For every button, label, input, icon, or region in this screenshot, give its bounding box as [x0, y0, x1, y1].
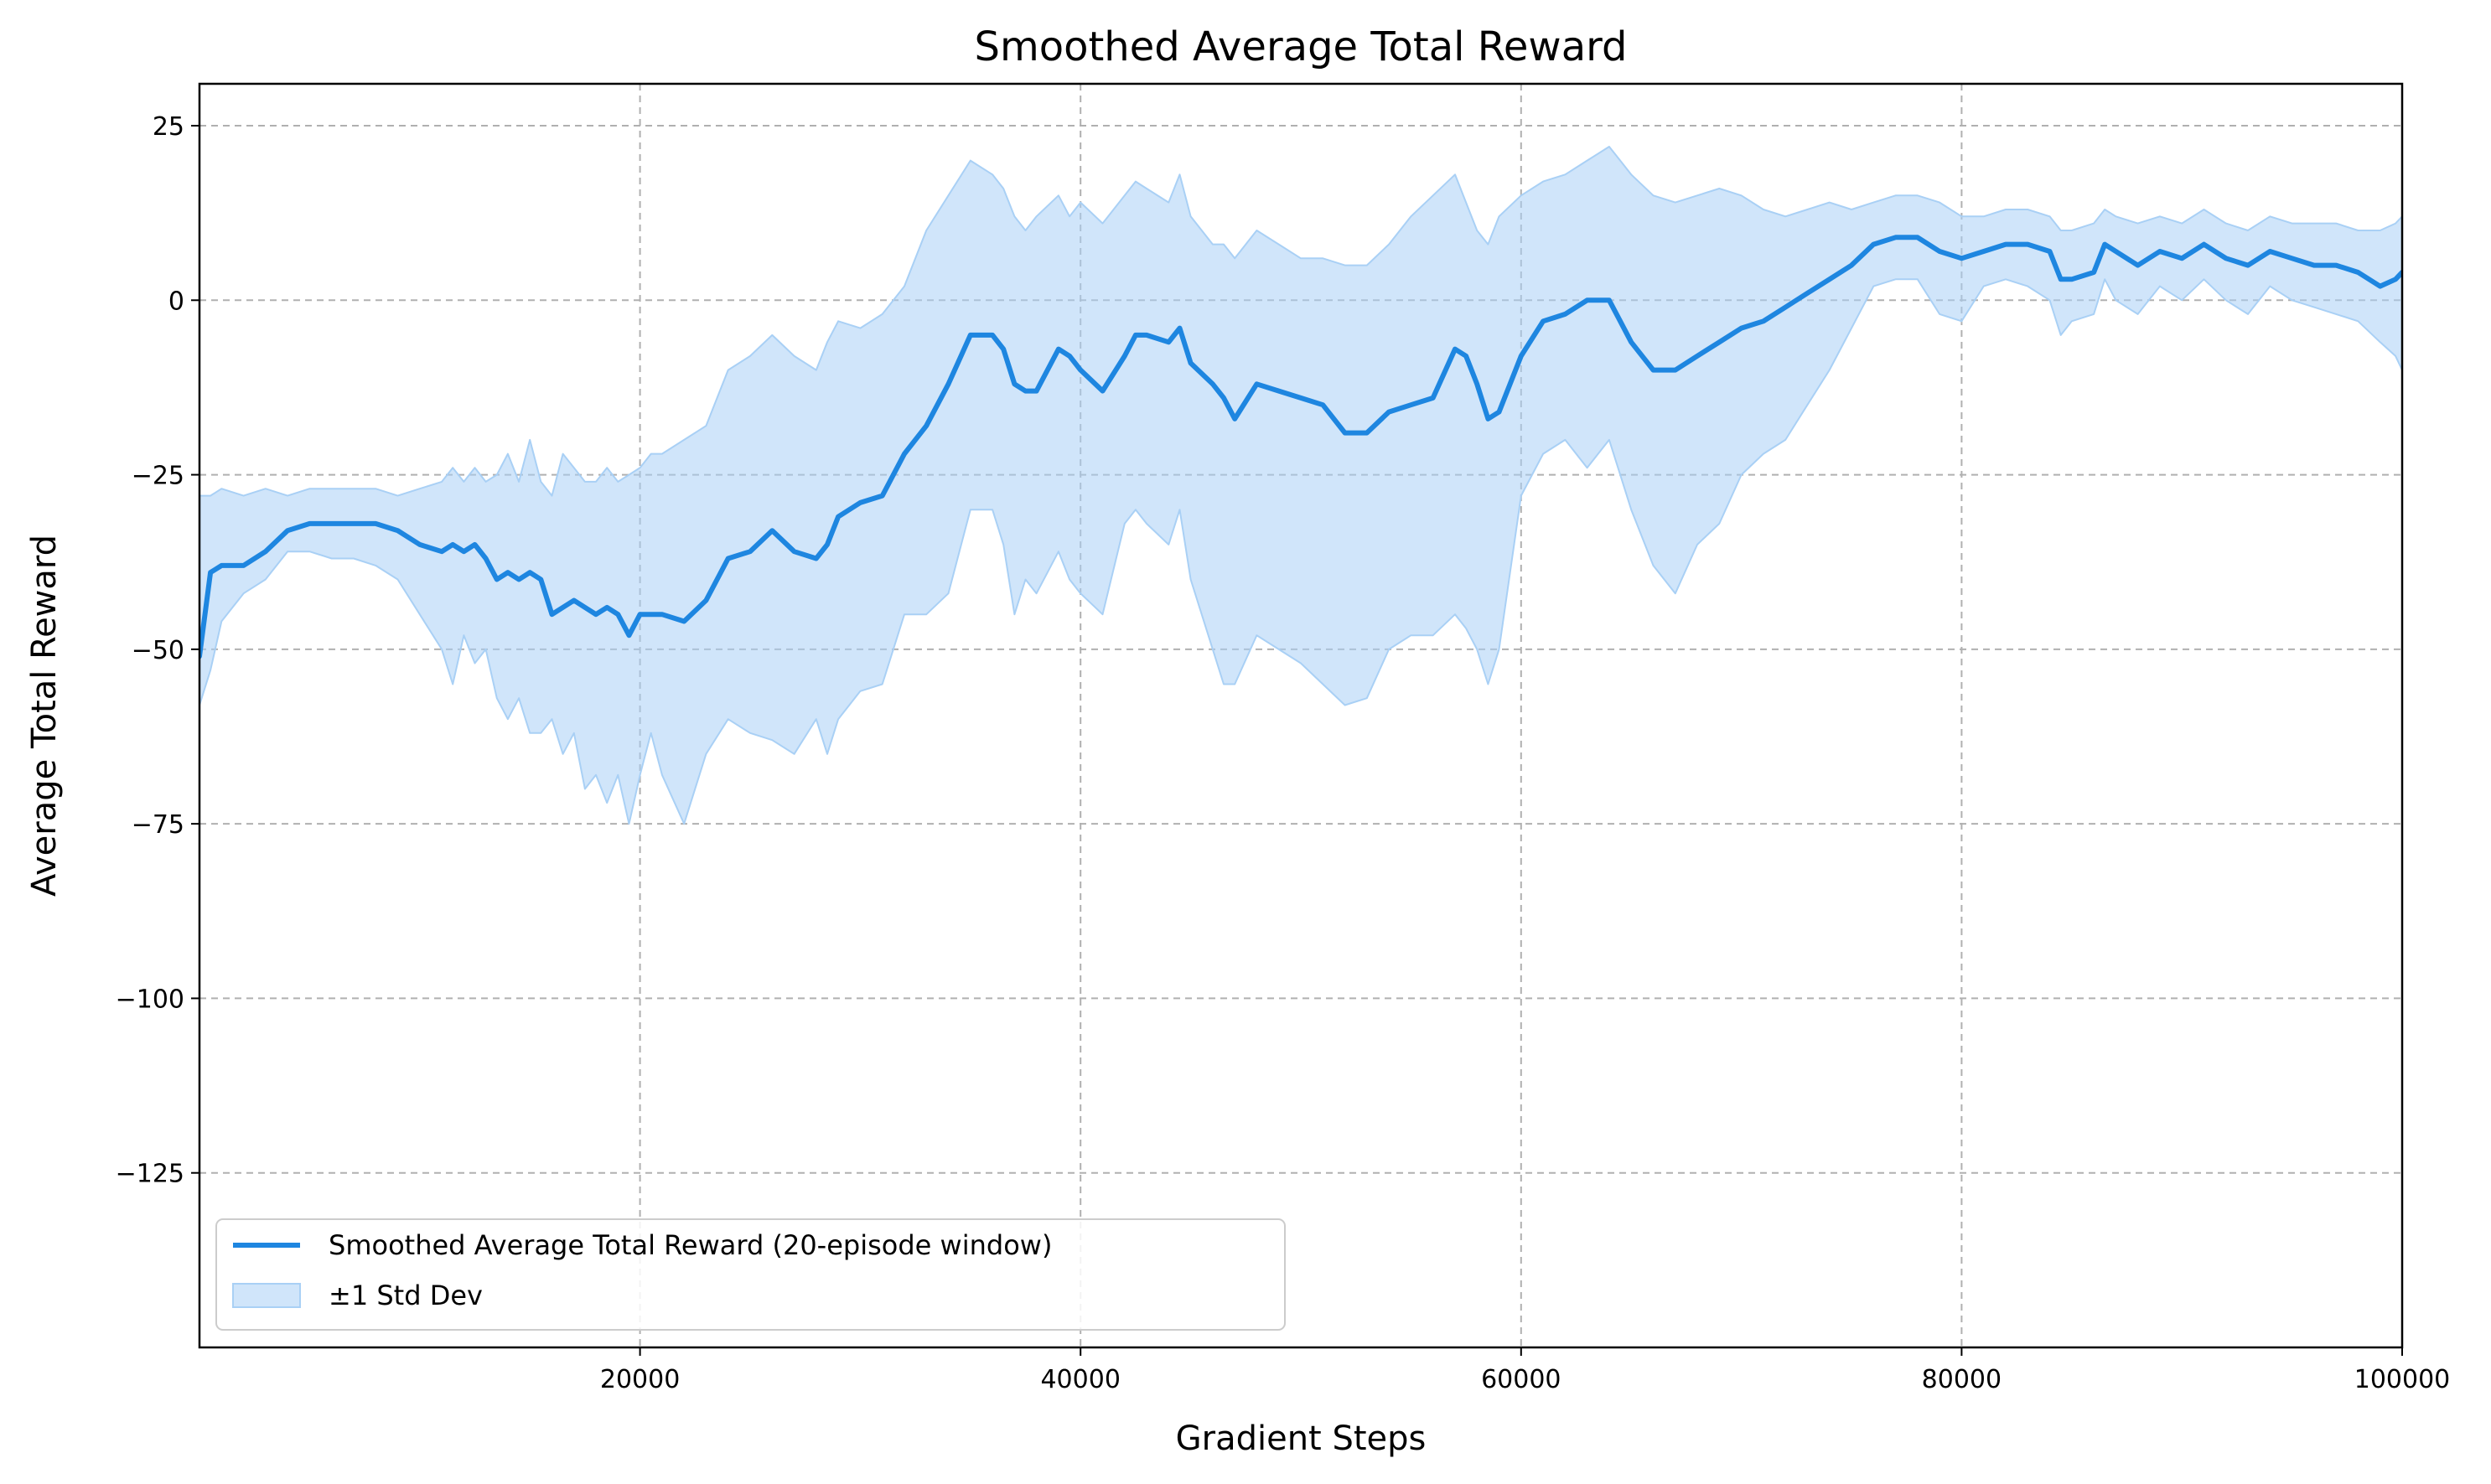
legend-band-swatch: [232, 1283, 301, 1308]
y-axis-label: Average Total Reward: [25, 535, 64, 897]
legend-line-label: Smoothed Average Total Reward (20-episod…: [329, 1229, 1052, 1261]
y-tick-label: 25: [153, 112, 184, 142]
x-tick-label: 20000: [600, 1365, 680, 1394]
y-tick-label: −75: [132, 810, 184, 840]
smoothed-reward-line: [199, 235, 2402, 659]
x-tick-label: 100000: [2354, 1365, 2451, 1394]
x-axis-label: Gradient Steps: [1176, 1419, 1427, 1458]
x-tick-label: 80000: [1922, 1365, 2002, 1394]
y-tick-label: −125: [116, 1160, 184, 1189]
legend: Smoothed Average Total Reward (20-episod…: [215, 1218, 1286, 1331]
x-tick-label: 60000: [1481, 1365, 1561, 1394]
std-band-layer: [199, 146, 2402, 825]
line-layer: [199, 235, 2402, 659]
y-axis-ticks: 25 0 −25 −50 −75 −100 −125: [116, 112, 199, 1189]
y-tick-label: −50: [132, 636, 184, 665]
plot-frame: [198, 82, 2404, 1349]
std-dev-band: [199, 146, 2402, 825]
y-tick-label: 0: [168, 287, 184, 316]
y-tick-label: −25: [132, 462, 184, 491]
x-tick-label: 40000: [1040, 1365, 1120, 1394]
chart-title: Smoothed Average Total Reward: [975, 23, 1628, 70]
legend-box: [215, 1218, 1286, 1331]
x-axis-ticks: 20000 40000 60000 80000 100000: [600, 1347, 2450, 1394]
y-tick-label: −100: [116, 985, 184, 1014]
legend-band-label: ±1 Std Dev: [329, 1280, 483, 1311]
